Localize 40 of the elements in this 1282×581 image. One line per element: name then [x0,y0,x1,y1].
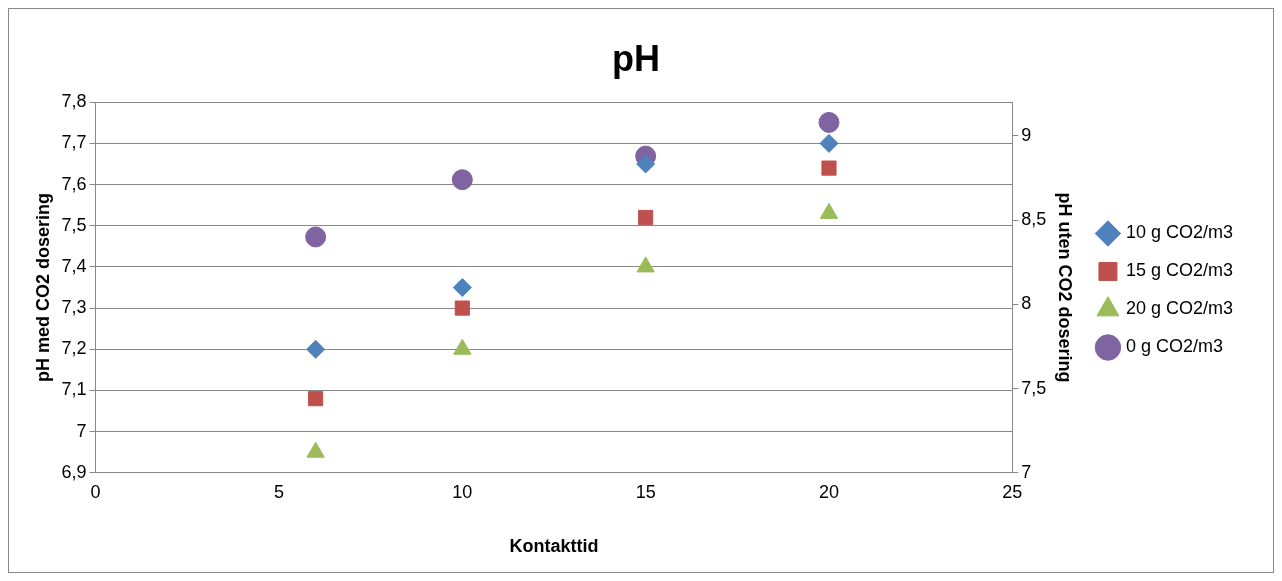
x-tick-label: 15 [635,481,656,502]
y2-tick-label: 7 [1021,461,1032,482]
x-tick-label: 0 [90,481,101,502]
y-tick-label: 7,3 [61,297,87,318]
legend-label: 15 g CO2/m3 [1125,260,1234,281]
legend-label: 0 g CO2/m3 [1125,336,1223,357]
y2-tick-label: 8 [1021,293,1032,314]
x-tick-label: 25 [1002,481,1023,502]
y-tick-label: 6,9 [61,461,87,482]
y2-axis-title: pH uten CO2 dosering [1055,192,1076,383]
y2-tick-label: 7,5 [1021,377,1047,398]
y-tick-label: 7,2 [61,338,87,359]
y-tick-label: 7,5 [61,214,87,235]
y-tick-label: 7,1 [61,379,87,400]
point [308,391,324,407]
x-axis-title: Kontakttid [509,536,599,557]
y2-tick-label: 9 [1021,124,1032,145]
y-tick-label: 7,7 [61,132,87,153]
point [636,154,656,174]
x-tick-label: 10 [452,481,473,502]
point [638,209,654,226]
point [818,111,840,133]
point [451,169,473,191]
chart-title: pH [612,37,660,79]
x-tick-label: 20 [818,481,839,502]
y-tick-label: 7 [76,420,87,441]
y-axis-title: pH med CO2 dosering [32,192,53,383]
x-tick-label: 5 [273,481,284,502]
point [454,300,470,316]
y-tick-label: 7,4 [61,255,87,276]
point [305,226,327,248]
y-tick-label: 7,6 [61,173,87,194]
point [452,278,472,297]
legend-label: 20 g CO2/m3 [1125,298,1234,319]
point [821,160,837,176]
point [306,339,326,359]
y2-tick-label: 8,5 [1021,209,1047,230]
y-tick-label: 7,8 [61,91,87,112]
point [819,133,839,153]
legend-label: 10 g CO2/m3 [1125,222,1234,243]
